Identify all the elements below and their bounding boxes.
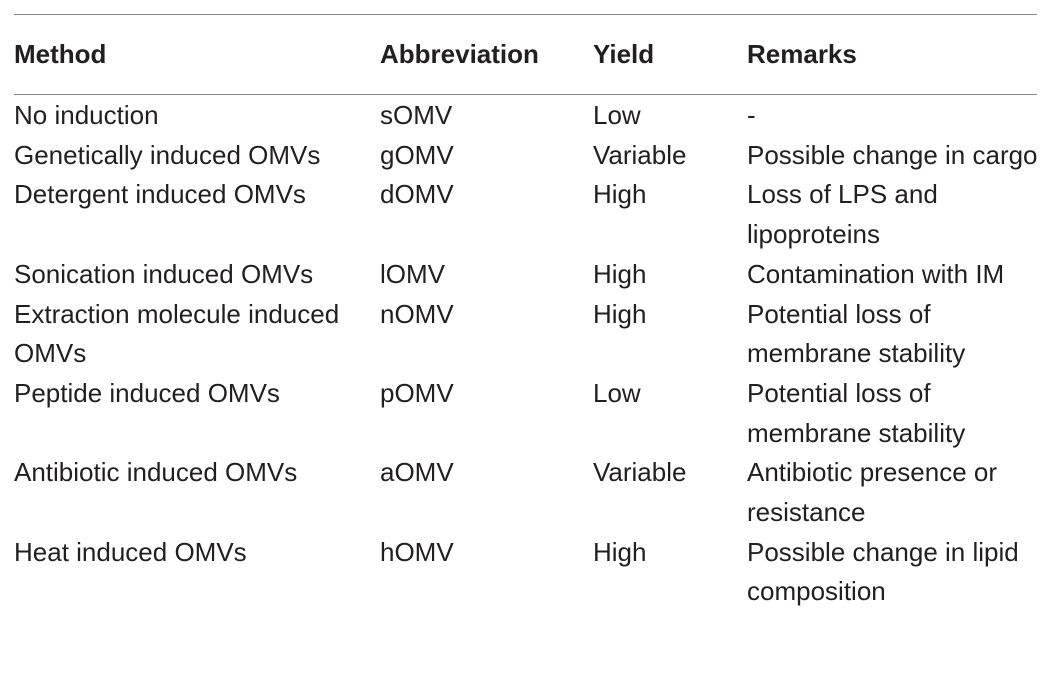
- cell-yield: Variable: [593, 457, 687, 488]
- cell-abbreviation: sOMV: [380, 100, 453, 130]
- cell-method: Detergent induced OMVs: [14, 179, 306, 210]
- cell-yield: Variable: [593, 139, 687, 170]
- table-header-rule: [14, 94, 1037, 95]
- cell-yield: High: [593, 298, 647, 329]
- cell-yield: High: [593, 536, 647, 567]
- cell-remarks: Contamination with IM: [747, 258, 1005, 289]
- header-method: Method: [14, 38, 107, 69]
- cell-yield: Low: [593, 100, 641, 130]
- table-row: Extraction molecule induced OMVs nOMV Hi…: [14, 295, 1044, 374]
- table-row: Sonication induced OMVs lOMV High Contam…: [14, 255, 1044, 295]
- cell-method: No induction: [14, 100, 159, 130]
- cell-abbreviation: pOMV: [380, 377, 454, 408]
- header-yield: Yield: [593, 38, 655, 69]
- cell-method: Heat induced OMVs: [14, 536, 247, 567]
- cell-method: Extraction molecule induced OMVs: [14, 298, 340, 369]
- table-row: Genetically induced OMVs gOMV Variable P…: [14, 136, 1044, 176]
- cell-abbreviation: nOMV: [380, 298, 454, 329]
- cell-remarks: Potential loss of membrane stability: [747, 377, 966, 448]
- cell-remarks: Possible change in lipid composition: [747, 536, 1019, 607]
- cell-abbreviation: lOMV: [380, 258, 445, 289]
- cell-remarks: Potential loss of membrane stability: [747, 298, 966, 369]
- cell-method: Genetically induced OMVs: [14, 139, 321, 170]
- cell-abbreviation: aOMV: [380, 457, 454, 488]
- table-row: Heat induced OMVs hOMV High Possible cha…: [14, 533, 1044, 612]
- header-remarks: Remarks: [747, 38, 857, 69]
- omv-methods-table: Method Abbreviation Yield Remarks No ind…: [14, 14, 1044, 612]
- cell-yield: High: [593, 258, 647, 289]
- cell-abbreviation: hOMV: [380, 536, 454, 567]
- cell-abbreviation: gOMV: [380, 139, 454, 170]
- table-row: Antibiotic induced OMVs aOMV Variable An…: [14, 453, 1044, 532]
- cell-remarks: -: [747, 100, 756, 130]
- table-row: No induction sOMV Low -: [14, 94, 1044, 136]
- cell-remarks: Antibiotic presence or resistance: [747, 457, 998, 528]
- cell-method: Sonication induced OMVs: [14, 258, 314, 289]
- cell-remarks: Possible change in cargo: [747, 139, 1038, 170]
- table-row: Peptide induced OMVs pOMV Low Potential …: [14, 374, 1044, 453]
- cell-method: Peptide induced OMVs: [14, 377, 280, 408]
- table-header-row: Method Abbreviation Yield Remarks: [14, 14, 1044, 94]
- cell-remarks: Loss of LPS and lipoproteins: [747, 179, 938, 250]
- table-row: Detergent induced OMVs dOMV High Loss of…: [14, 175, 1044, 254]
- cell-method: Antibiotic induced OMVs: [14, 457, 298, 488]
- cell-yield: High: [593, 179, 647, 210]
- cell-abbreviation: dOMV: [380, 179, 454, 210]
- cell-yield: Low: [593, 377, 641, 408]
- header-abbreviation: Abbreviation: [380, 38, 539, 69]
- table-top-rule: [14, 14, 1037, 15]
